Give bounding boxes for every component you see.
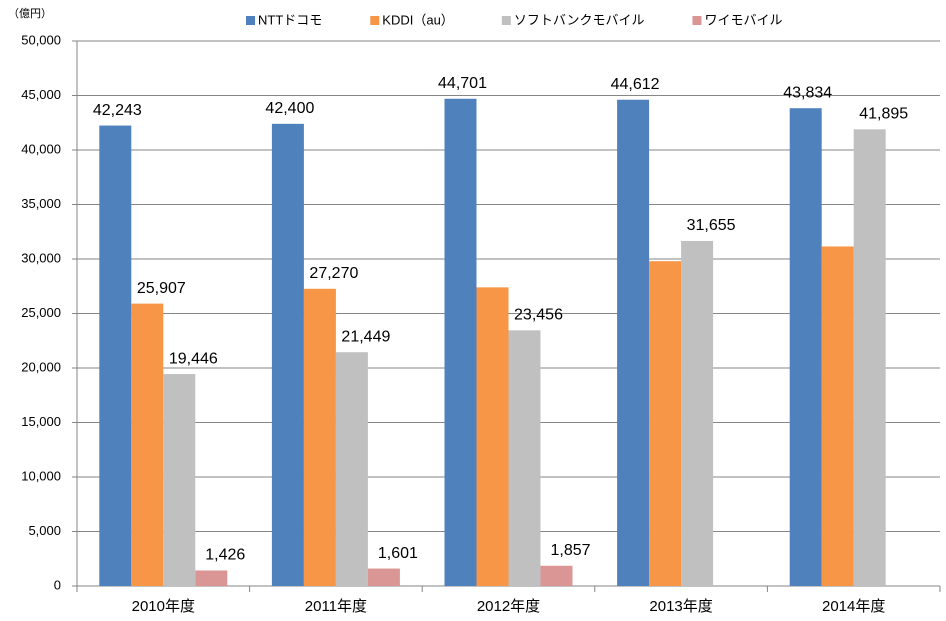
bar [271, 123, 304, 586]
bar [99, 125, 132, 586]
bar [131, 303, 164, 586]
legend-label: ワイモバイル [704, 12, 782, 27]
x-tick-label: 2010年度 [132, 598, 195, 615]
x-tick-label: 2012年度 [477, 598, 540, 615]
legend-label: KDDI（au） [382, 12, 454, 27]
value-label: 23,456 [514, 307, 563, 324]
x-tick-label: 2011年度 [305, 598, 367, 615]
value-label: 44,612 [611, 76, 660, 93]
y-tick-label: 10,000 [21, 468, 61, 483]
y-tick-label: 20,000 [21, 359, 61, 374]
value-label: 1,426 [205, 547, 245, 564]
value-label: 21,449 [341, 328, 390, 345]
legend-label: NTTドコモ [258, 12, 322, 27]
bar [508, 330, 541, 586]
y-tick-label: 30,000 [21, 250, 61, 265]
value-label: 42,243 [93, 102, 142, 119]
bar [163, 374, 196, 586]
value-label: 43,834 [783, 84, 832, 101]
bar [195, 570, 228, 586]
value-label: 31,655 [687, 217, 736, 234]
y-tick-label: 35,000 [21, 196, 61, 211]
value-label: 1,857 [550, 542, 590, 559]
y-tick-label: 25,000 [21, 305, 61, 320]
value-label: 27,270 [309, 265, 358, 282]
bar [335, 352, 368, 586]
y-tick-label: 40,000 [21, 141, 61, 156]
bar [540, 565, 573, 586]
x-tick-label: 2013年度 [649, 598, 712, 615]
value-label: 42,400 [265, 100, 314, 117]
value-label: 25,907 [137, 280, 186, 297]
y-tick-label: 15,000 [21, 414, 61, 429]
bar [444, 98, 477, 587]
y-tick-label: 45,000 [21, 87, 61, 102]
bar [853, 129, 886, 587]
bar [681, 240, 714, 586]
legend-swatch [370, 16, 380, 25]
value-label: 19,446 [169, 350, 218, 367]
value-label: 44,701 [438, 75, 487, 92]
y-tick-label: 50,000 [21, 32, 61, 47]
value-label: 41,895 [859, 106, 908, 123]
bar [367, 568, 400, 586]
bar [649, 261, 682, 586]
legend-swatch [246, 16, 255, 25]
bar [821, 246, 854, 586]
y-unit: （億円） [8, 7, 52, 20]
bar [476, 287, 509, 586]
legend-swatch [692, 16, 702, 25]
bar [789, 108, 822, 586]
y-tick-label: 5,000 [28, 523, 61, 538]
legend-label: ソフトバンクモバイル [514, 12, 645, 27]
y-tick-label: 0 [54, 577, 61, 592]
legend-swatch [501, 16, 511, 25]
x-tick-label: 2014年度 [822, 598, 885, 615]
bar [303, 288, 336, 586]
bar [617, 99, 650, 587]
value-label: 1,601 [378, 545, 418, 562]
